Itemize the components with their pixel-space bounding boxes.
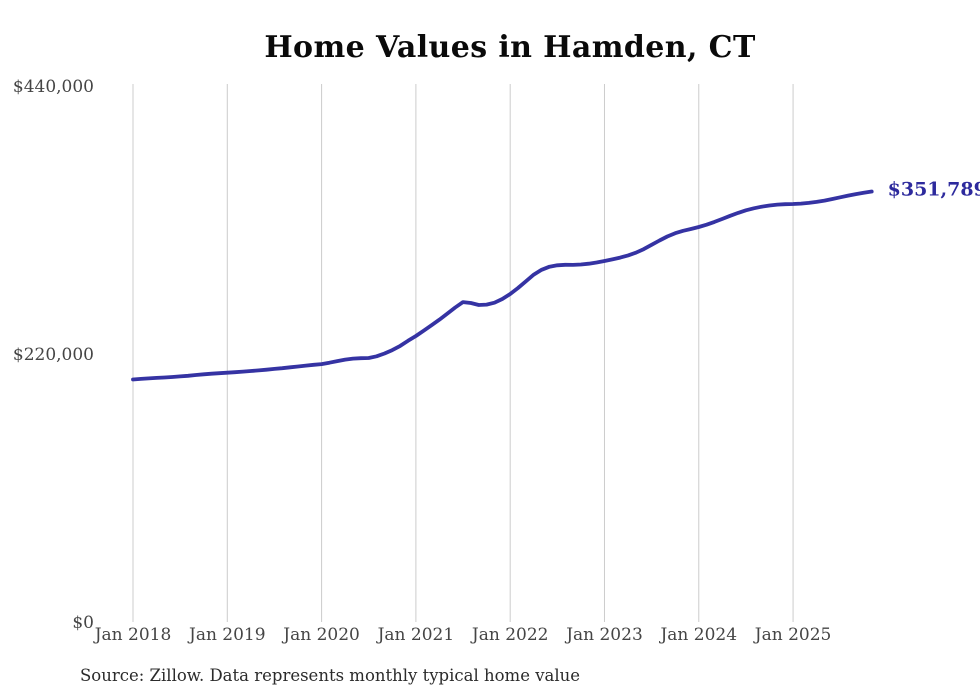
value-line	[131, 189, 874, 382]
x-tick-label: Jan 2022	[470, 625, 549, 645]
x-tick-label: Jan 2020	[281, 625, 360, 645]
x-tick-label: Jan 2023	[564, 625, 643, 645]
x-tick-label: Jan 2019	[187, 625, 266, 645]
y-tick-label: $440,000	[13, 77, 94, 97]
end-value-label: $351,789	[888, 178, 980, 200]
x-tick-label: Jan 2025	[753, 625, 832, 645]
y-tick-label: $220,000	[13, 345, 94, 365]
source-note: Source: Zillow. Data represents monthly …	[80, 666, 581, 685]
x-tick-label: Jan 2021	[376, 625, 455, 645]
x-tick-label: Jan 2024	[658, 625, 737, 645]
chart-title: Home Values in Hamden, CT	[264, 30, 756, 65]
x-tick-label: Jan 2018	[93, 625, 172, 645]
y-tick-label: $0	[72, 613, 94, 633]
